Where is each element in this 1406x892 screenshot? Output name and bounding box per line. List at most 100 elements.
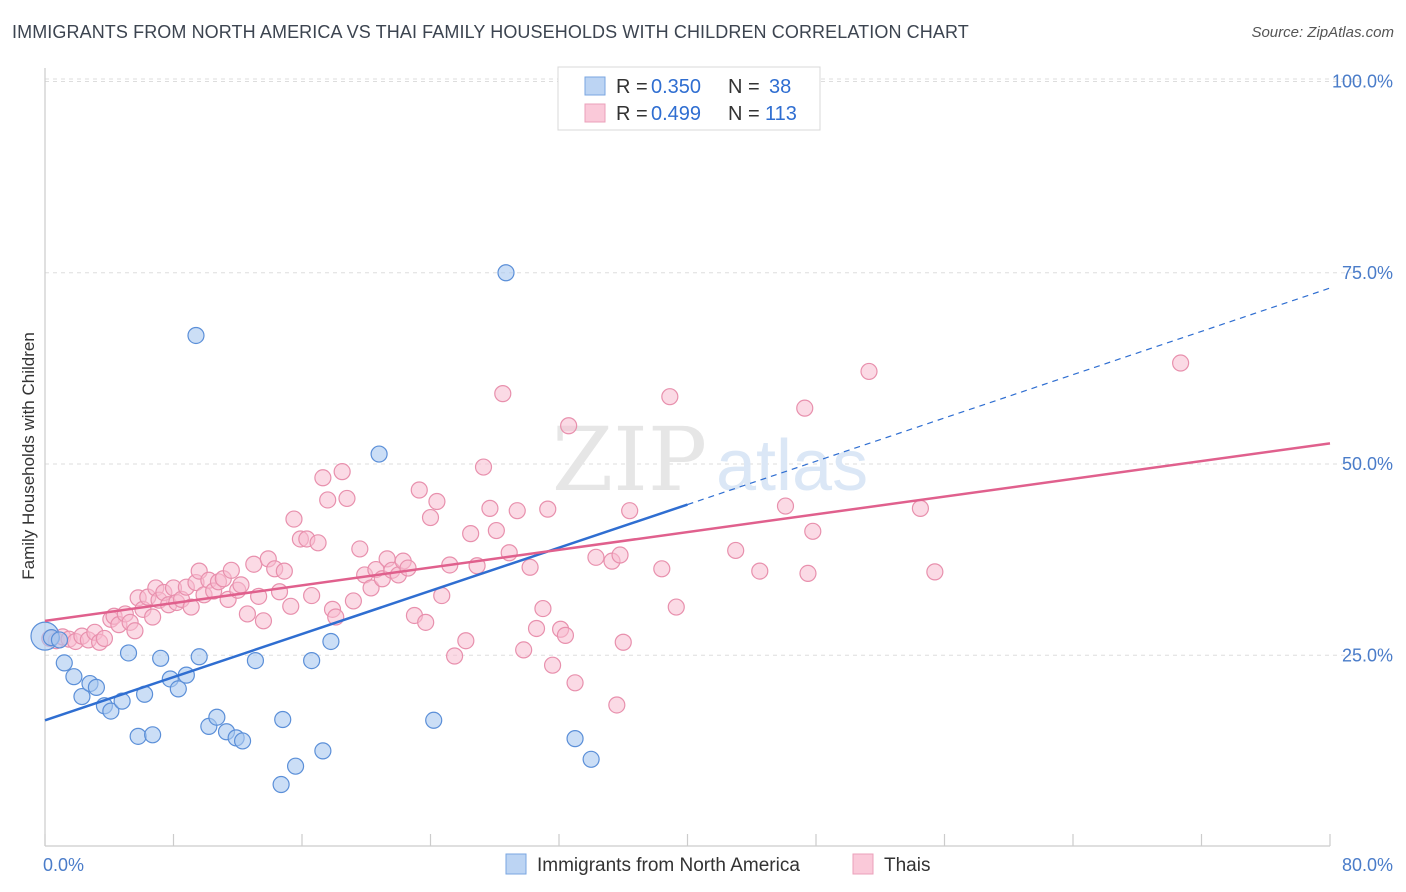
thais-point (474, 458, 493, 476)
thais-point (222, 561, 240, 579)
thais-point (410, 481, 428, 499)
immigrants-point (233, 732, 252, 750)
thais-point (314, 469, 332, 487)
immigrants-point (322, 632, 340, 651)
thais-point (351, 540, 369, 558)
trend-lines (44, 287, 1331, 722)
thais-point (508, 502, 526, 520)
immigrants-point (169, 680, 187, 698)
immigrants-point (190, 648, 208, 666)
thais-point (245, 555, 263, 573)
thais-point (303, 586, 321, 605)
thais-point (487, 521, 505, 540)
thais-point (556, 626, 575, 644)
thais-point (527, 619, 546, 638)
immigrants-point (497, 264, 515, 282)
thais-point (653, 560, 671, 578)
watermark-atlas: atlas (716, 426, 868, 506)
thais-point (661, 388, 679, 406)
thais-point (611, 546, 629, 564)
legend-r-label-1: R = (616, 76, 648, 98)
axes (44, 68, 1331, 847)
thais-point (566, 674, 584, 692)
immigrants-point (65, 668, 83, 686)
bottom-legend-swatch-blue (505, 853, 527, 875)
thais-point (238, 605, 256, 623)
thais-point (560, 417, 578, 435)
immigrants-point (582, 750, 600, 768)
thais-point (282, 597, 300, 615)
thais-point (926, 563, 944, 581)
thais-point (539, 500, 557, 518)
immigrants-point (370, 445, 388, 463)
thais-point (333, 463, 351, 481)
thais-point (608, 696, 626, 714)
thais-point (727, 541, 745, 560)
thais-point (481, 499, 499, 517)
thais-point (494, 385, 512, 403)
thais-point (399, 559, 417, 577)
immigrants-point (152, 649, 170, 667)
y-tick-label: 100.0% (1332, 72, 1393, 92)
thais-point (232, 576, 250, 594)
thais-point (254, 612, 273, 630)
immigrants-point (314, 742, 332, 760)
immigrants-point (87, 678, 106, 696)
chart-title: IMMIGRANTS FROM NORTH AMERICA VS THAI FA… (12, 22, 969, 42)
immigrants-point (246, 652, 265, 670)
immigrants-point (272, 775, 290, 794)
watermark: ZIP atlas (552, 408, 868, 511)
grid-lines (45, 78, 1360, 656)
legend-r-value-2: 0.499 (651, 103, 701, 125)
thais-point (362, 579, 380, 597)
thais-point (182, 598, 200, 616)
thais-point (428, 492, 446, 511)
thais-point (860, 362, 878, 381)
legend-r-value-1: 0.350 (651, 76, 701, 98)
immigrants-point (303, 652, 321, 670)
thais-point (457, 632, 475, 650)
thais-point (521, 558, 539, 576)
immigrants-point (55, 654, 73, 672)
trend-line-immigrants-extension (687, 287, 1331, 506)
thais-point (796, 399, 814, 417)
thais-point (344, 592, 362, 610)
thais-point (751, 562, 769, 580)
thais-point (445, 647, 464, 665)
legend-swatch-blue (584, 76, 606, 96)
bottom-legend-swatch-pink (852, 853, 874, 875)
immigrants-point (566, 730, 584, 748)
immigrants-point (274, 710, 292, 729)
thais-point (309, 534, 327, 552)
x-tick-label-end: 80.0% (1342, 855, 1393, 875)
thais-point (543, 656, 562, 674)
watermark-zip: ZIP (552, 408, 707, 511)
thais-point (270, 583, 289, 601)
legend-r-label-2: R = (616, 103, 648, 125)
legend-n-label-1: N = (728, 76, 760, 98)
thais-point (534, 599, 552, 618)
thais-point (421, 508, 440, 527)
legend-n-value-2: 113 (765, 103, 797, 125)
thais-point (614, 633, 632, 651)
y-tick-labels: 25.0% 50.0% 75.0% 100.0% (1332, 72, 1393, 666)
y-tick-label: 75.0% (1342, 263, 1393, 283)
legend-n-value-1: 38 (769, 76, 791, 98)
thais-point (95, 629, 114, 648)
thais-point (515, 641, 533, 659)
immigrants-points (30, 68, 600, 794)
immigrants-point (119, 644, 138, 662)
thais-point (144, 608, 162, 626)
immigrants-point (102, 702, 120, 720)
thais-point (319, 491, 337, 509)
thais-point (275, 562, 293, 580)
immigrants-point (187, 326, 205, 345)
thais-point (417, 613, 435, 631)
stats-legend: R = 0.350 N = 38 R = 0.499 N = 113 (557, 66, 821, 131)
legend-n-label-2: N = (728, 103, 760, 125)
y-tick-label: 25.0% (1342, 645, 1393, 665)
source-label: Source: ZipAtlas.com (1251, 24, 1394, 41)
thais-point (338, 489, 356, 508)
thais-point (285, 510, 303, 528)
